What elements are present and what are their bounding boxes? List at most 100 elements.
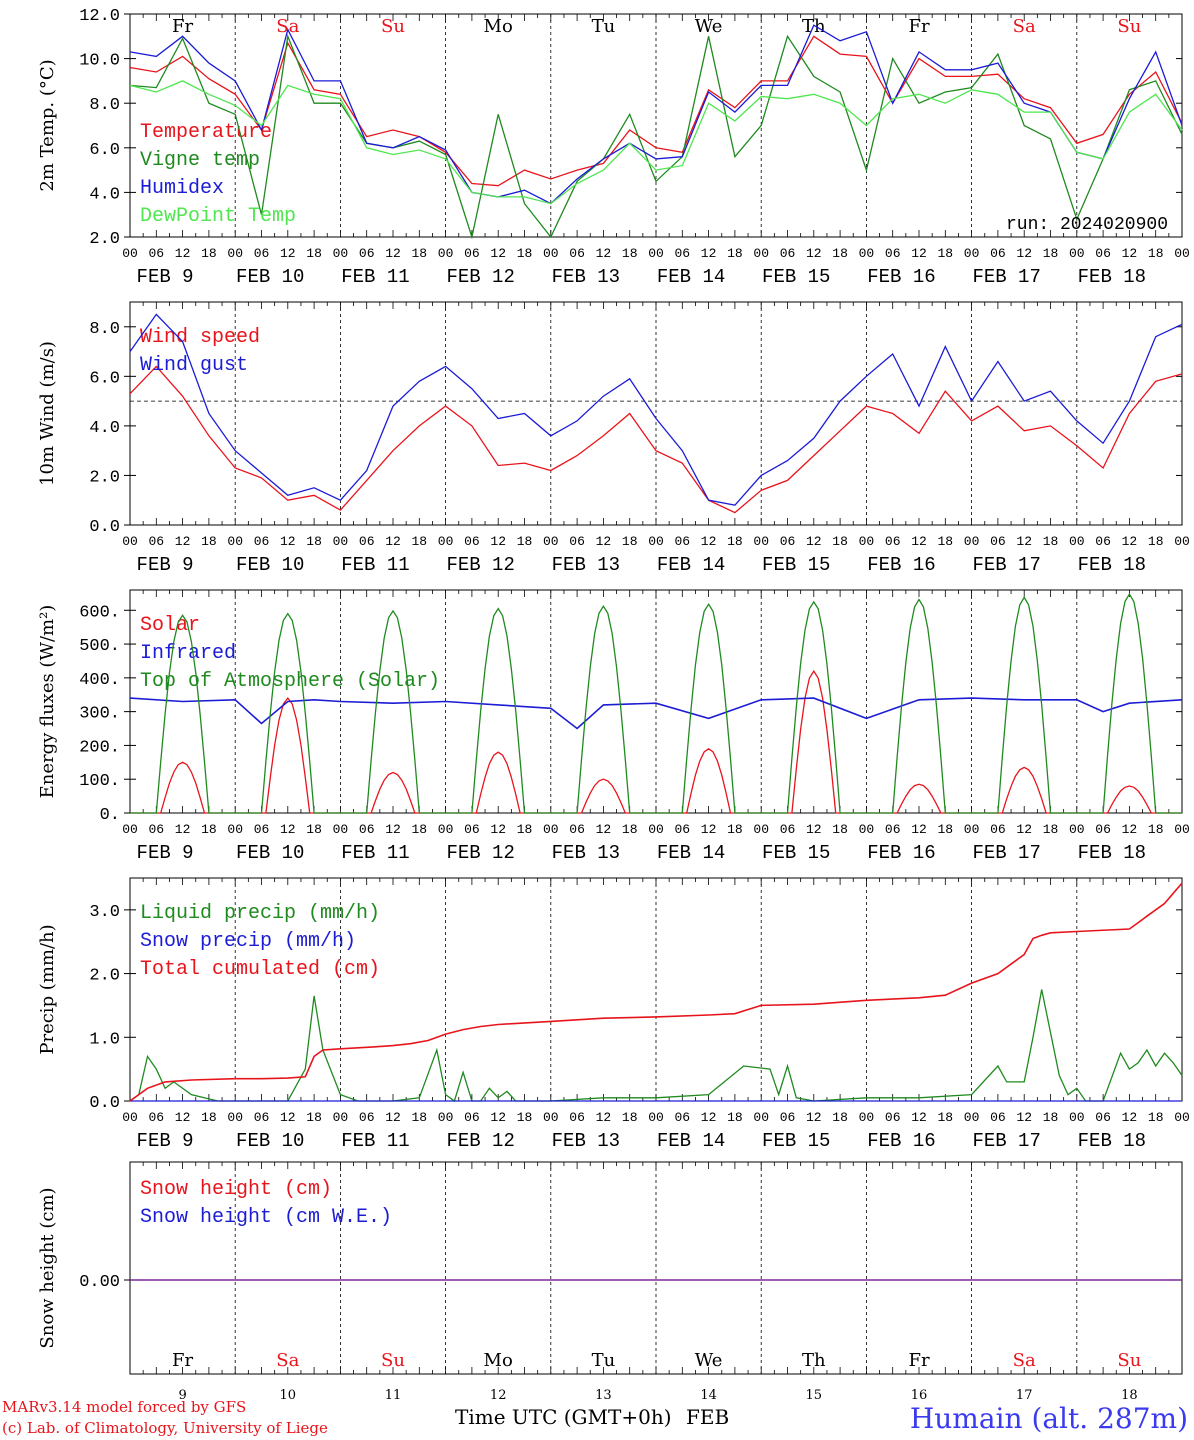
day-label: FEB 18 bbox=[1078, 266, 1146, 288]
day-number-label: 14 bbox=[700, 1388, 717, 1403]
hour-tick-label: 12 bbox=[1122, 534, 1138, 549]
y-tick-label: 400. bbox=[79, 671, 120, 690]
hour-tick-label: 12 bbox=[280, 1110, 296, 1125]
day-label: FEB 10 bbox=[236, 842, 304, 864]
y-tick-label: 2.0 bbox=[89, 230, 120, 249]
hour-tick-label: 06 bbox=[885, 822, 901, 837]
y-tick-label: 3.0 bbox=[89, 903, 120, 922]
hour-tick-label: 18 bbox=[937, 822, 953, 837]
run-annotation: run: 2024020900 bbox=[1006, 215, 1168, 235]
hour-tick-label: 00 bbox=[122, 822, 138, 837]
hour-tick-label: 18 bbox=[622, 822, 638, 837]
hour-tick-label: 18 bbox=[1043, 1110, 1059, 1125]
footer: MARv3.14 model forced by GFS (c) Lab. of… bbox=[2, 1398, 1188, 1437]
hour-tick-label: 06 bbox=[148, 822, 164, 837]
y-tick-label: 200. bbox=[79, 738, 120, 757]
weekday-label: Fr bbox=[172, 16, 193, 37]
y-tick-label: 0.00 bbox=[79, 1273, 120, 1292]
hour-tick-label: 18 bbox=[727, 1110, 743, 1125]
hour-tick-label: 00 bbox=[333, 246, 349, 261]
legend-entry: DewPoint Temp bbox=[140, 205, 296, 228]
hour-tick-label: 18 bbox=[201, 534, 217, 549]
hour-tick-label: 00 bbox=[753, 1110, 769, 1125]
hour-tick-label: 00 bbox=[648, 1110, 664, 1125]
series-line-vigne-temp bbox=[129, 33, 1183, 240]
hour-tick-label: 06 bbox=[464, 534, 480, 549]
weekday-label: Mo bbox=[484, 16, 513, 37]
legend-entry: Snow precip (mm/h) bbox=[140, 930, 356, 953]
day-label: FEB 18 bbox=[1078, 554, 1146, 576]
hour-tick-label: 06 bbox=[990, 246, 1006, 261]
hour-tick-label: 00 bbox=[543, 246, 559, 261]
hour-tick-label: 18 bbox=[622, 246, 638, 261]
hour-tick-label: 12 bbox=[280, 246, 296, 261]
day-label: FEB 9 bbox=[137, 266, 194, 288]
weekday-label: Th bbox=[802, 1350, 826, 1371]
day-label: FEB 11 bbox=[341, 842, 409, 864]
y-tick-label: 10.0 bbox=[79, 52, 120, 71]
hour-tick-label: 00 bbox=[859, 534, 875, 549]
hour-tick-label: 06 bbox=[359, 534, 375, 549]
weekday-label: We bbox=[695, 1350, 723, 1371]
hour-tick-label: 00 bbox=[859, 822, 875, 837]
hour-tick-label: 18 bbox=[306, 1110, 322, 1125]
day-label: FEB 12 bbox=[446, 554, 514, 576]
legend-entry: Solar bbox=[140, 614, 200, 637]
hour-tick-label: 12 bbox=[596, 1110, 612, 1125]
hour-tick-label: 06 bbox=[148, 1110, 164, 1125]
hour-tick-label: 00 bbox=[964, 534, 980, 549]
hour-tick-label: 18 bbox=[1148, 246, 1164, 261]
hour-tick-label: 06 bbox=[254, 1110, 270, 1125]
hour-tick-label: 06 bbox=[885, 1110, 901, 1125]
y-tick-label: 2.0 bbox=[89, 468, 120, 487]
legend-entry: Snow height (cm W.E.) bbox=[140, 1206, 392, 1229]
weekday-label: Su bbox=[381, 16, 405, 37]
hour-tick-label: 18 bbox=[727, 822, 743, 837]
hour-tick-label: 18 bbox=[1043, 534, 1059, 549]
hour-tick-label: 18 bbox=[727, 246, 743, 261]
day-label: FEB 15 bbox=[762, 554, 830, 576]
hour-tick-label: 12 bbox=[806, 822, 822, 837]
hour-tick-label: 06 bbox=[885, 534, 901, 549]
hour-tick-label: 18 bbox=[937, 1110, 953, 1125]
day-label: FEB 9 bbox=[137, 554, 194, 576]
day-label: FEB 13 bbox=[552, 842, 620, 864]
hour-tick-label: 12 bbox=[1122, 246, 1138, 261]
hour-tick-label: 00 bbox=[859, 246, 875, 261]
hour-tick-label: 12 bbox=[1122, 1110, 1138, 1125]
day-label: FEB 13 bbox=[552, 554, 620, 576]
legend-entry: Top of Atmosphere (Solar) bbox=[140, 670, 440, 693]
hour-tick-label: 06 bbox=[674, 822, 690, 837]
hour-tick-label: 00 bbox=[122, 246, 138, 261]
day-label: FEB 14 bbox=[657, 266, 725, 288]
y-tick-label: 8.0 bbox=[89, 96, 120, 115]
hour-tick-label: 00 bbox=[333, 534, 349, 549]
month-label: FEB bbox=[686, 1405, 729, 1429]
day-label: FEB 11 bbox=[341, 1130, 409, 1152]
hour-tick-label: 18 bbox=[411, 246, 427, 261]
hour-tick-label: 06 bbox=[148, 246, 164, 261]
hour-tick-label: 06 bbox=[359, 246, 375, 261]
hour-tick-label: 18 bbox=[1148, 1110, 1164, 1125]
hour-tick-label: 06 bbox=[254, 534, 270, 549]
hour-tick-label: 12 bbox=[175, 1110, 191, 1125]
hour-tick-label: 06 bbox=[780, 1110, 796, 1125]
day-label: FEB 13 bbox=[552, 266, 620, 288]
day-number-label: 17 bbox=[1016, 1388, 1033, 1403]
hour-tick-label: 06 bbox=[569, 534, 585, 549]
hour-tick-label: 06 bbox=[885, 246, 901, 261]
hour-tick-label: 12 bbox=[701, 822, 717, 837]
hour-tick-label: 00 bbox=[438, 822, 454, 837]
day-number-label: 9 bbox=[178, 1388, 186, 1403]
hour-tick-label: 00 bbox=[227, 822, 243, 837]
day-number-label: 18 bbox=[1121, 1388, 1138, 1403]
hour-tick-label: 18 bbox=[1043, 246, 1059, 261]
y-tick-label: 12.0 bbox=[79, 7, 120, 26]
y-tick-label: 6.0 bbox=[89, 369, 120, 388]
panel-5: 0.00 Snow height (cm) Fr 9 Sa 10 Su 11 Mo 12 Tu 13 W… bbox=[37, 1161, 1183, 1403]
time-axis-label: Time UTC (GMT+0h) bbox=[455, 1405, 672, 1429]
legend-entry: Wind gust bbox=[140, 354, 248, 377]
hour-tick-label: 12 bbox=[1016, 246, 1032, 261]
weekday-label: Su bbox=[381, 1350, 405, 1371]
weekday-label: We bbox=[695, 16, 723, 37]
